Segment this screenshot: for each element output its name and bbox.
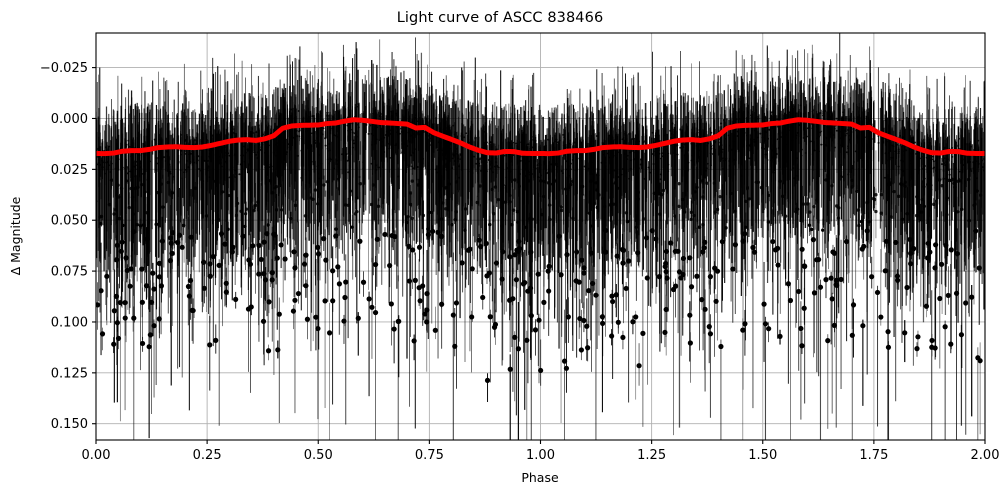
y-axis-label: Δ Magnitude xyxy=(8,196,23,275)
x-axis-ticks: 0.00 0.25 0.50 0.75 1.00 1.25 1.50 1.75 2.00 xyxy=(82,440,999,463)
page-title: Light curve of ASCC 838466 xyxy=(396,10,604,26)
y-axis-ticks: −0.0250.0000.0250.0500.0750.1000.1250.15… xyxy=(40,61,96,432)
photometry-scatter xyxy=(96,33,985,440)
binned-mean-line xyxy=(96,117,985,157)
x-axis-label: Phase xyxy=(521,470,559,485)
